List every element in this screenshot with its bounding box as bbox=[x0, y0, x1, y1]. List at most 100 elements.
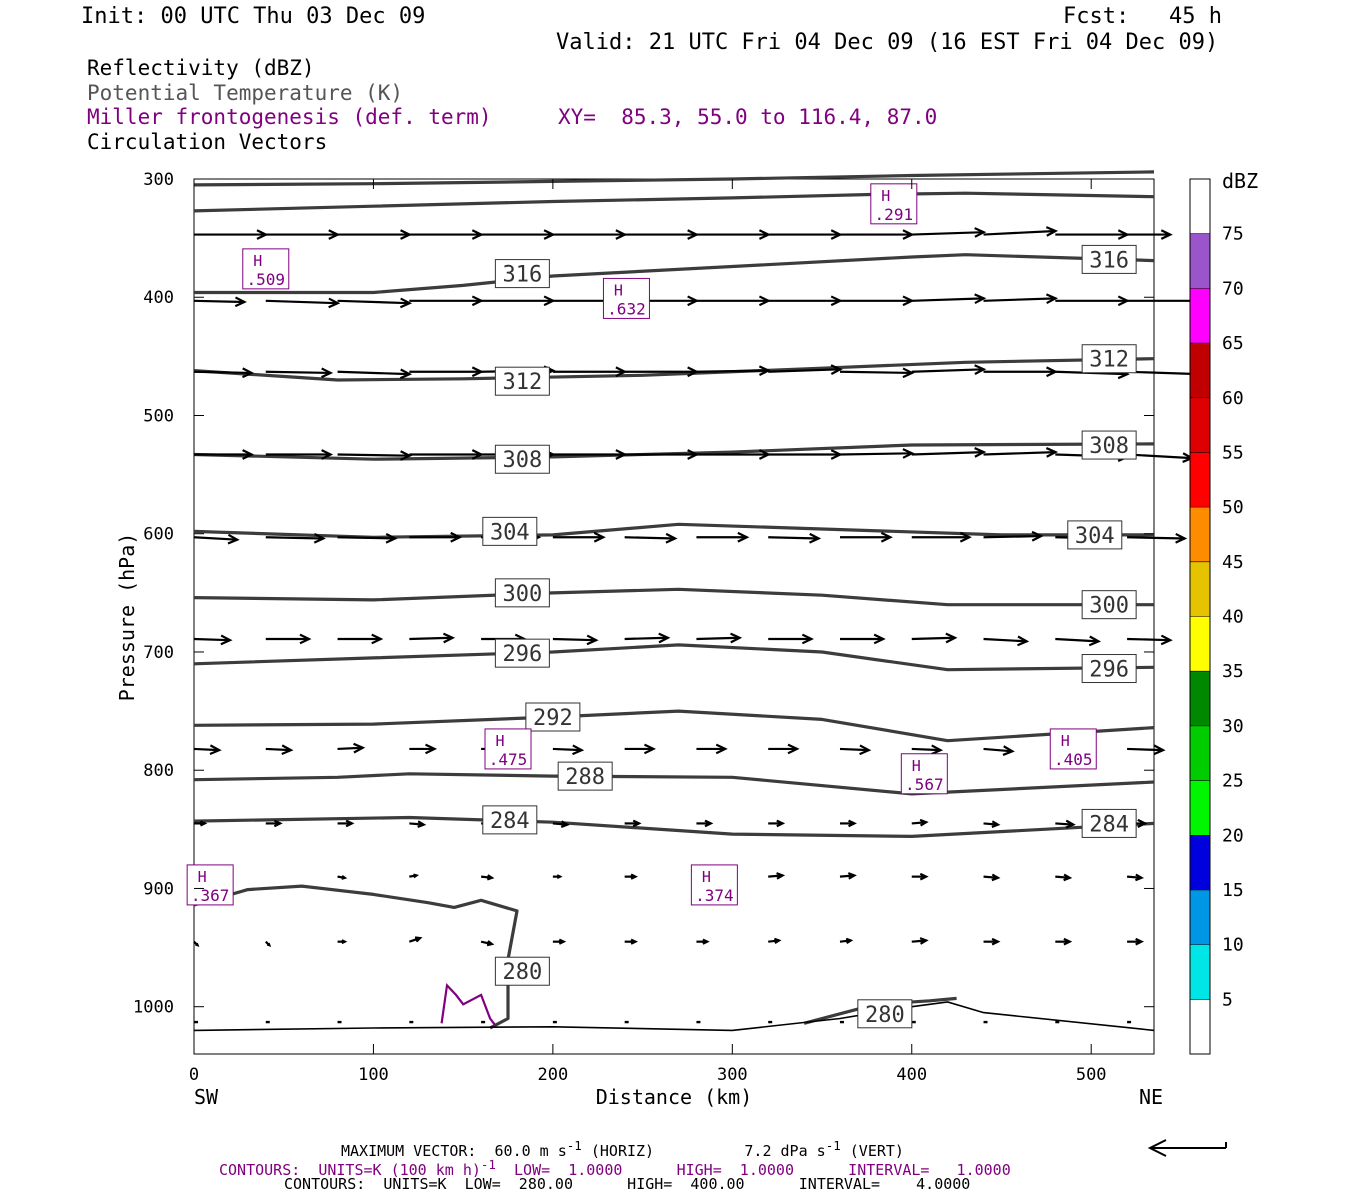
colorbar-segment bbox=[1190, 671, 1210, 726]
circulation-vector-head bbox=[353, 742, 366, 754]
frontogenesis-high-letter: H bbox=[1061, 732, 1070, 750]
theta-label-box bbox=[494, 956, 550, 986]
circulation-vector bbox=[839, 633, 886, 645]
circulation-vector bbox=[337, 742, 366, 754]
y-tick-label: 600 bbox=[143, 525, 174, 545]
circulation-vector-head bbox=[1045, 226, 1059, 237]
theta-contour-316 bbox=[193, 170, 1155, 187]
theta-label: 280 bbox=[494, 956, 550, 986]
circulation-vector bbox=[983, 937, 1001, 946]
circulation-vector bbox=[624, 229, 700, 240]
theta-contour-288 bbox=[193, 772, 1155, 796]
circulation-vector bbox=[911, 872, 929, 881]
circulation-vector-shaft bbox=[911, 747, 941, 752]
theta-label-box bbox=[1081, 590, 1137, 620]
frontogenesis-high-value: .509 bbox=[247, 270, 286, 289]
circulation-vector-head bbox=[974, 293, 987, 305]
circulation-vector-shaft bbox=[696, 369, 769, 373]
circulation-vector bbox=[624, 532, 678, 544]
y-tick-label: 800 bbox=[143, 761, 174, 781]
circulation-vector bbox=[481, 229, 556, 240]
circulation-vector-shaft bbox=[193, 299, 245, 304]
circulation-vector bbox=[193, 744, 222, 756]
frontogenesis-high-value: .367 bbox=[191, 886, 230, 905]
theta-label: 304 bbox=[1067, 520, 1123, 550]
theta-contour-308 bbox=[193, 442, 1155, 461]
x-tick-label: 200 bbox=[538, 1065, 569, 1085]
colorbar-segment bbox=[1190, 452, 1210, 508]
circulation-vector-head bbox=[801, 633, 814, 645]
circulation-vector bbox=[911, 632, 958, 644]
circulation-vector-shaft bbox=[983, 637, 1027, 643]
circulation-vector-shaft bbox=[265, 299, 338, 305]
circulation-vector bbox=[265, 297, 341, 309]
theta-label-text: 280 bbox=[502, 960, 542, 985]
circulation-vector-head bbox=[1153, 744, 1166, 756]
theta-label-box bbox=[1081, 808, 1137, 838]
circulation-vector-shaft bbox=[1055, 637, 1099, 643]
circulation-vector-shaft bbox=[337, 746, 363, 751]
circulation-vector-head bbox=[486, 940, 495, 947]
circulation-vector-head bbox=[702, 938, 710, 945]
circulation-vector bbox=[409, 820, 427, 828]
circulation-vector-shaft bbox=[193, 747, 220, 752]
circulation-vector-head bbox=[1017, 635, 1030, 647]
circulation-vector bbox=[911, 744, 944, 756]
theta-label-box bbox=[494, 444, 550, 474]
circulation-vector-shaft bbox=[1127, 637, 1171, 642]
circulation-vector-shaft bbox=[696, 636, 740, 641]
colorbar-segment bbox=[1190, 616, 1210, 672]
colorbar-segment bbox=[1190, 397, 1210, 453]
colorbar-segment bbox=[1190, 835, 1210, 890]
theta-label: 296 bbox=[494, 638, 550, 668]
theta-label: 280 bbox=[857, 999, 913, 1029]
circulation-vector bbox=[983, 635, 1030, 647]
x-tick-label: 300 bbox=[717, 1065, 748, 1085]
circulation-vector bbox=[1127, 744, 1166, 756]
title-potential-temperature: Potential Temperature (K) bbox=[87, 81, 404, 105]
circulation-vector bbox=[768, 872, 786, 880]
colorbar-label: 5 bbox=[1222, 989, 1233, 1010]
frontogenesis-high: H.367 bbox=[186, 864, 234, 906]
circulation-vector bbox=[481, 295, 556, 307]
circulation-vector-shaft bbox=[839, 452, 912, 456]
circulation-vector-head bbox=[847, 872, 857, 880]
circulation-vector-head bbox=[572, 744, 585, 756]
init-time: Init: 00 UTC Thu 03 Dec 09 bbox=[81, 4, 426, 29]
footer-max-vector: MAXIMUM VECTOR: 60.0 m s-1 (HORIZ) 7.2 d… bbox=[341, 1138, 904, 1160]
theta-label: 292 bbox=[525, 702, 581, 732]
theta-label-text: 312 bbox=[502, 370, 542, 395]
circulation-vector bbox=[1126, 873, 1145, 882]
circulation-vector bbox=[696, 365, 771, 377]
circulation-vector bbox=[768, 633, 814, 645]
circulation-vector bbox=[911, 364, 987, 375]
y-tick-label: 400 bbox=[143, 288, 174, 308]
circulation-vector-head bbox=[991, 873, 1001, 882]
circulation-vector-head bbox=[902, 448, 915, 459]
circulation-vector-head bbox=[560, 820, 570, 828]
theta-label: 308 bbox=[1081, 430, 1137, 460]
theta-label-text: 300 bbox=[1089, 594, 1129, 619]
circulation-vector-head bbox=[991, 820, 1001, 828]
theta-label-box bbox=[494, 366, 550, 396]
circulation-vector bbox=[911, 818, 929, 827]
frontogenesis-high-letter: H bbox=[614, 281, 623, 299]
circulation-vector bbox=[624, 938, 638, 945]
circulation-vector bbox=[337, 297, 413, 309]
circulation-vector-shaft bbox=[337, 536, 396, 540]
y-tick-label: 1000 bbox=[133, 998, 174, 1018]
circulation-vector-shaft bbox=[983, 451, 1056, 456]
frontogenesis-high-letter: H bbox=[253, 252, 262, 270]
circulation-vector bbox=[911, 937, 929, 945]
terrain-surface bbox=[193, 1001, 1155, 1032]
circulation-vector bbox=[1055, 295, 1130, 307]
colorbar-label: 70 bbox=[1222, 278, 1244, 299]
circulation-vector-shaft bbox=[409, 636, 453, 641]
theta-label-box bbox=[1081, 244, 1137, 274]
circulation-vector-head bbox=[1175, 532, 1188, 544]
frontogenesis-high-value: .567 bbox=[905, 775, 944, 794]
x-tick-label: 0 bbox=[189, 1065, 199, 1085]
circulation-vector-head bbox=[371, 633, 384, 645]
theta-label-text: 316 bbox=[502, 263, 542, 288]
